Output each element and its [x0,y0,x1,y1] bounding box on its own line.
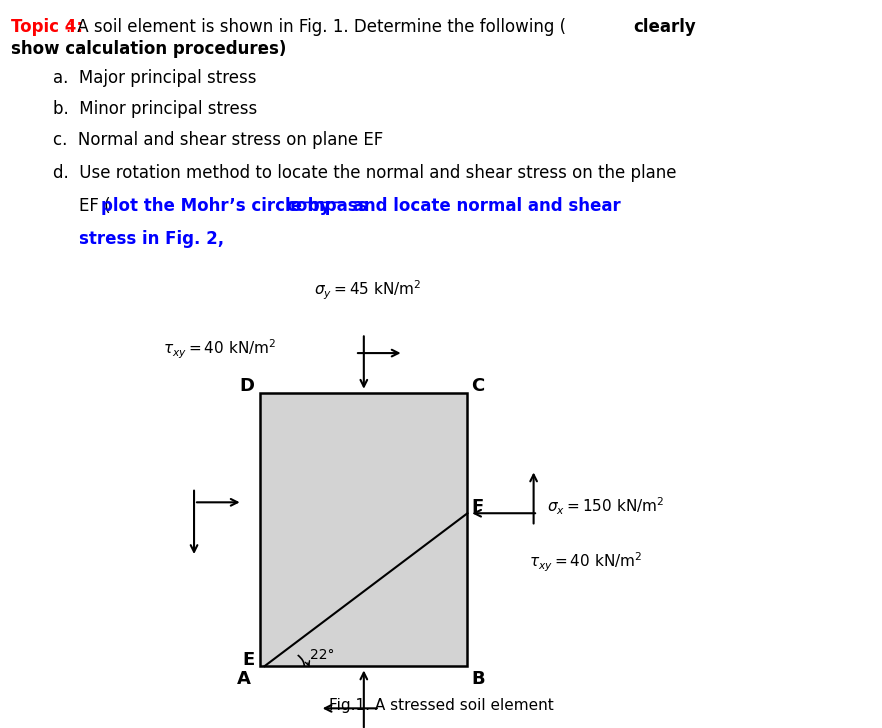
Text: C: C [471,377,485,395]
Text: EF (: EF ( [79,197,111,215]
Text: A: A [237,670,251,688]
Text: .: . [65,18,71,36]
Text: A soil element is shown in Fig. 1. Determine the following (: A soil element is shown in Fig. 1. Deter… [72,18,566,36]
Text: d.  Use rotation method to locate the normal and shear stress on the plane: d. Use rotation method to locate the nor… [53,164,676,182]
Text: c.  Normal and shear stress on plane EF: c. Normal and shear stress on plane EF [53,131,383,149]
Text: clearly: clearly [633,18,696,36]
Text: plot the Mohr’s circle by: plot the Mohr’s circle by [101,197,337,215]
Text: b.  Minor principal stress: b. Minor principal stress [53,100,258,119]
Text: $\sigma_x = 150\ \mathrm{kN/m^2}$: $\sigma_x = 150\ \mathrm{kN/m^2}$ [547,495,664,517]
Text: $\sigma_y = 45\ \mathrm{kN/m^2}$: $\sigma_y = 45\ \mathrm{kN/m^2}$ [315,279,422,302]
Text: stress in Fig. 2,: stress in Fig. 2, [79,230,225,248]
Text: a.  Major principal stress: a. Major principal stress [53,69,257,87]
Text: and locate normal and shear: and locate normal and shear [347,197,620,215]
Text: show calculation procedures): show calculation procedures) [11,40,287,58]
Bar [260,393,467,666]
Text: Topic 4:: Topic 4: [11,18,84,36]
Text: F: F [472,499,484,516]
Text: E: E [243,652,255,669]
Text: 22°: 22° [310,649,335,662]
Text: D: D [239,377,255,395]
Text: :: : [257,40,263,58]
Text: $\tau_{xy} = 40\ \mathrm{kN/m^2}$: $\tau_{xy} = 40\ \mathrm{kN/m^2}$ [163,338,277,361]
Text: Fig.1. A stressed soil element: Fig.1. A stressed soil element [329,698,553,713]
Text: $\tau_{xy} = 40\ \mathrm{kN/m^2}$: $\tau_{xy} = 40\ \mathrm{kN/m^2}$ [529,551,643,574]
Text: compass: compass [287,197,368,215]
Text: B: B [471,670,485,688]
